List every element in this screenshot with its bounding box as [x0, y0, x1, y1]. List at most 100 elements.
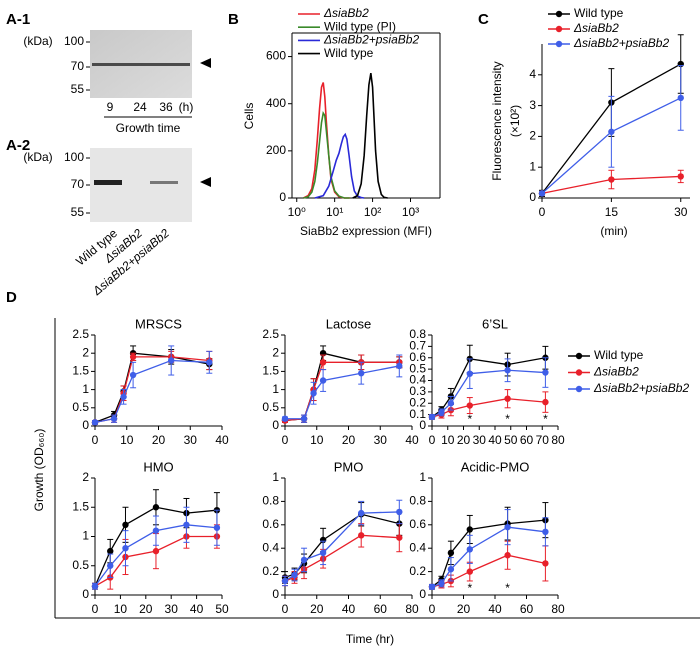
- series-line: [303, 111, 350, 199]
- y-tick-label: 1: [419, 470, 426, 484]
- y-tick-label: 1.5: [262, 364, 279, 378]
- y-tick-label: 2: [272, 345, 279, 359]
- x-tick-label: 30: [165, 602, 179, 616]
- y-tick-label: 0: [419, 587, 426, 601]
- x-tick-label: 60: [520, 433, 534, 447]
- y-tick-label: 0.2: [409, 395, 426, 409]
- y-tick-label: 0: [279, 190, 286, 204]
- panel-label: A-2: [6, 137, 30, 154]
- series-line: [94, 352, 210, 423]
- x-tick-label: 20: [152, 433, 166, 447]
- x-axis-label: Time (hr): [346, 632, 394, 646]
- data-point: [281, 577, 289, 585]
- series-line: [314, 132, 365, 199]
- data-point: [504, 552, 511, 559]
- legend-marker: [575, 352, 583, 360]
- data-point: [447, 400, 455, 407]
- y-tick-label: 1: [272, 382, 279, 396]
- y-tick-label: 0: [419, 418, 426, 432]
- data-point: [300, 556, 308, 564]
- data-point: [447, 566, 455, 573]
- y-tick-label: 70: [71, 59, 85, 73]
- x-tick-label: 10³: [402, 205, 419, 219]
- x-tick-label: 0: [429, 602, 436, 616]
- chart-title: Acidic-PMO: [461, 459, 530, 474]
- y-tick-label: 0.5: [262, 400, 279, 414]
- x-tick-label: 70: [536, 433, 550, 447]
- x-tick-label: 20: [310, 602, 324, 616]
- chart-title: 6’SL: [482, 316, 508, 331]
- x-tick-label: 50: [215, 602, 229, 616]
- x-tick-label: 80: [551, 433, 565, 447]
- data-point: [213, 524, 221, 531]
- legend-label: ΔsiaBb2+psiaBb2: [573, 36, 669, 50]
- y-axis-label: Growth (OD₆₆₀): [32, 429, 46, 512]
- x-tick-label: 40: [488, 602, 502, 616]
- x-tick-label: 10: [310, 433, 324, 447]
- data-point: [319, 377, 327, 384]
- legend-marker: [555, 10, 563, 18]
- data-point: [107, 547, 114, 555]
- data-point: [542, 528, 549, 536]
- legend-label: Wild type: [594, 348, 644, 362]
- y-tick-label: 1: [272, 470, 279, 484]
- y-tick-label: 0: [82, 418, 89, 432]
- data-point: [504, 523, 511, 531]
- y-tick-label: 0.6: [409, 517, 426, 531]
- y-tick-label: 55: [71, 82, 85, 96]
- blot-band: [92, 63, 190, 66]
- legend-label: Wild type: [324, 46, 374, 60]
- data-point: [396, 534, 403, 541]
- data-point: [122, 545, 129, 552]
- series-line: [94, 524, 217, 587]
- data-point: [183, 521, 190, 528]
- data-point: [152, 527, 160, 534]
- y-tick-label: 2: [82, 470, 89, 484]
- y-tick-label: 1: [82, 529, 89, 543]
- y-tick-label: 4: [529, 67, 536, 81]
- data-point: [428, 413, 436, 421]
- x-tick-label: 40: [405, 433, 419, 447]
- y-tick-label: 0.8: [409, 494, 426, 508]
- y-tick-label: 2.5: [262, 327, 279, 341]
- legend-marker: [575, 385, 583, 393]
- y-tick-label: 0.2: [409, 564, 426, 578]
- annotation: *: [543, 412, 548, 426]
- y-tick-label: 2: [82, 345, 89, 359]
- y-tick-label: 0.3: [409, 384, 426, 398]
- y-tick-label: 600: [266, 49, 286, 63]
- data-point: [281, 415, 289, 422]
- data-point: [428, 583, 436, 591]
- y-axis-label: (×10²): [508, 105, 522, 137]
- legend-label: ΔsiaBb2+psiaBb2: [593, 381, 689, 395]
- y-tick-label: 0.4: [409, 540, 426, 554]
- y-tick-label: 200: [266, 143, 286, 157]
- x-tick-label: 20: [457, 433, 471, 447]
- data-point: [206, 359, 213, 366]
- data-point: [291, 571, 298, 579]
- data-point: [120, 393, 127, 401]
- x-tick-label: 40: [190, 602, 204, 616]
- y-axis-label: Cells: [242, 103, 256, 130]
- x-tick-label: 80: [551, 602, 565, 616]
- panel-label: B: [228, 11, 239, 28]
- y-tick-label: 0.8: [409, 327, 426, 341]
- series-line: [94, 506, 217, 587]
- data-point: [677, 173, 684, 180]
- x-tick-label: 20: [342, 433, 356, 447]
- data-point: [107, 562, 114, 569]
- annotation: *: [467, 581, 472, 595]
- annotation: *: [505, 581, 510, 595]
- data-point: [129, 353, 137, 361]
- series-line: [284, 352, 400, 422]
- legend-label: ΔsiaBb2+psiaBb2: [323, 33, 419, 47]
- data-point: [91, 419, 99, 426]
- legend-label: ΔsiaBb2: [573, 21, 619, 35]
- blot-band: [150, 181, 178, 184]
- y-tick-label: 100: [64, 150, 84, 164]
- x-tick-label: 10: [114, 602, 128, 616]
- data-point: [122, 521, 129, 528]
- y-tick-label: 100: [64, 34, 84, 48]
- x-tick-label: 10¹: [326, 205, 343, 219]
